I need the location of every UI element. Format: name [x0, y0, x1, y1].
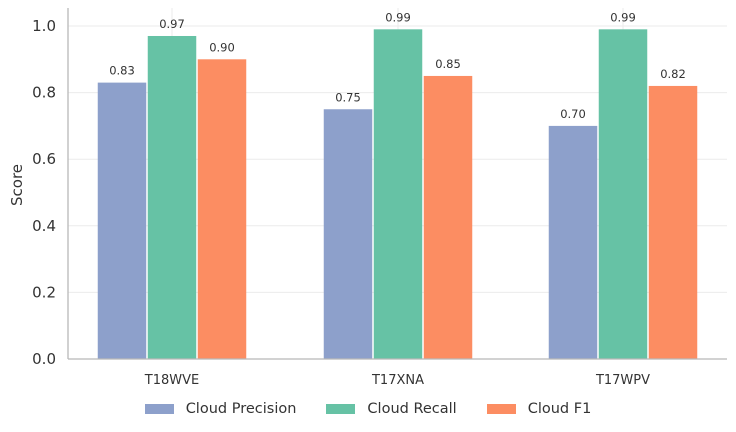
bar: [323, 109, 373, 359]
x-tick-label: T17WPV: [595, 373, 650, 388]
bar: [648, 85, 698, 359]
y-tick-label: 0.2: [32, 283, 56, 301]
legend-label: Cloud Recall: [367, 401, 457, 417]
legend-item: Cloud F1: [486, 401, 592, 417]
bar: [147, 35, 197, 360]
legend-swatch: [326, 404, 356, 414]
data-label: 0.99: [385, 10, 411, 24]
y-tick-label: 0.4: [32, 217, 56, 235]
bars: [97, 29, 698, 360]
legend-label: Cloud F1: [527, 401, 592, 417]
data-label: 0.97: [159, 17, 185, 31]
data-label: 0.70: [560, 107, 586, 121]
data-labels: 0.83 0.97 0.90 0.75 0.99 0.85 0.70 0.99 0.82: [109, 10, 686, 121]
x-tick-label: T17XNA: [371, 373, 424, 388]
bar: [423, 75, 473, 359]
legend-label: Cloud Precision: [185, 401, 297, 417]
data-label: 0.90: [209, 40, 235, 54]
data-label: 0.82: [660, 67, 686, 81]
legend-swatch: [144, 404, 174, 414]
bar: [548, 125, 598, 360]
legend-swatch: [486, 404, 516, 414]
legend: Cloud Precision Cloud Recall Cloud F1: [0, 396, 736, 422]
legend-item: Cloud Recall: [326, 401, 457, 417]
bar: [373, 29, 423, 360]
y-tick-label: 0.0: [32, 350, 56, 368]
x-ticks: T18WVE T17XNA T17WPV: [144, 373, 650, 388]
bar: [197, 59, 247, 360]
data-label: 0.85: [435, 57, 461, 71]
bar: [598, 29, 648, 360]
x-tick-label: T18WVE: [144, 373, 199, 388]
y-tick-label: 1.0: [32, 17, 56, 35]
data-label: 0.99: [610, 10, 636, 24]
y-axis-label: Score: [8, 164, 26, 206]
data-label: 0.83: [109, 64, 135, 78]
y-tick-label: 0.8: [32, 84, 56, 102]
data-label: 0.75: [335, 90, 361, 104]
y-ticks: 0.0 0.2 0.4 0.6 0.8 1.0: [32, 17, 56, 368]
bar-chart: 0.83 0.97 0.90 0.75 0.99 0.85 0.70 0.99 0.82 0.0…: [8, 8, 727, 388]
legend-item: Cloud Precision: [144, 401, 297, 417]
y-tick-label: 0.6: [32, 150, 56, 168]
bar: [97, 82, 147, 360]
